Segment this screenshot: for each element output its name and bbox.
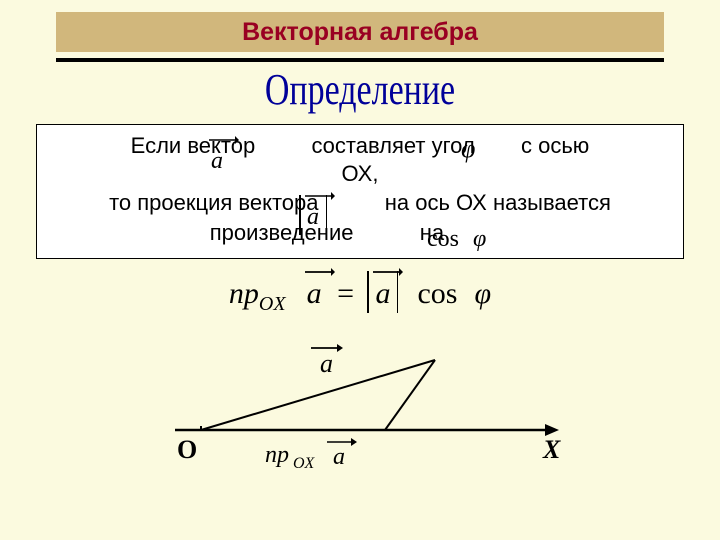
definition-line-2: ОХ, <box>47 159 673 189</box>
def-text: ОХ, <box>342 161 379 186</box>
subtitle-container: Определение <box>0 72 720 110</box>
abs-a-icon: a <box>367 277 398 311</box>
formula-sub: OX <box>259 293 286 315</box>
def-text: произведение <box>210 220 354 245</box>
vec-a-label: a <box>307 277 322 310</box>
cos-phi-icon: cos φ <box>427 223 486 255</box>
page-title: Векторная алгебра <box>242 18 478 47</box>
formula-np: np <box>229 277 259 310</box>
subtitle: Определение <box>265 66 455 115</box>
abs-a-icon: a <box>299 201 327 233</box>
cos-label: cos <box>417 277 457 310</box>
horizontal-rule <box>56 58 664 62</box>
vec-a-label: a <box>211 148 223 174</box>
diagram-vec-label: a <box>320 349 333 378</box>
proj-vec: a <box>333 444 345 470</box>
def-text: то проекция вектора <box>109 190 318 215</box>
projection-diagram: a O X np OX a <box>145 330 575 490</box>
vec-a-label: a <box>375 277 390 310</box>
phi-label: φ <box>474 277 491 310</box>
vector-a-icon: a <box>211 145 223 177</box>
definition-line-1: Если вектор составляет угол с осью <box>47 131 673 161</box>
proj-label: np <box>265 442 289 468</box>
definition-line-3: то проекция вектора на ось ОХ называется <box>47 188 673 218</box>
definition-line-4: произведение на <box>47 218 673 248</box>
proj-sub: OX <box>293 455 316 472</box>
phi-label: φ <box>473 226 486 252</box>
phi-icon: φ <box>461 131 475 166</box>
title-bar: Векторная алгебра <box>56 12 664 52</box>
equals: = <box>337 277 354 311</box>
vector-a-icon: a <box>307 201 319 233</box>
vector-a-icon: a <box>307 277 322 311</box>
origin-label: O <box>177 435 197 464</box>
def-text: с осью <box>521 133 589 158</box>
axis-label: X <box>542 435 561 464</box>
definition-box: Если вектор составляет угол с осью ОХ, т… <box>36 124 684 259</box>
def-text: составляет угол <box>311 133 474 158</box>
def-text: на ось ОХ называется <box>385 190 611 215</box>
formula: npOX a = a cos φ <box>0 277 720 316</box>
vector-a-icon: a <box>375 277 390 311</box>
vec-a-label: a <box>307 204 319 230</box>
cos-label: cos <box>427 226 459 252</box>
